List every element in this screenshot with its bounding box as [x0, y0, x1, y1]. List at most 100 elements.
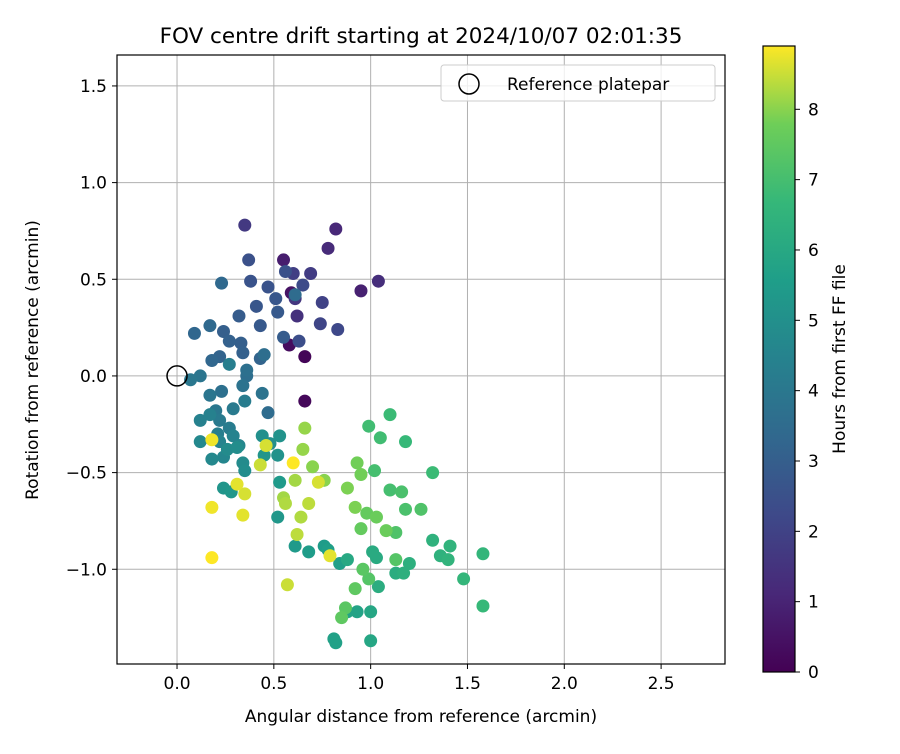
data-point: [364, 605, 378, 619]
data-point: [340, 481, 354, 495]
data-point: [348, 500, 362, 514]
data-point: [383, 408, 397, 422]
data-point: [350, 456, 364, 470]
data-point: [379, 524, 393, 538]
data-point: [236, 346, 250, 360]
data-point: [397, 566, 411, 580]
data-point: [205, 452, 219, 466]
data-point: [290, 527, 304, 541]
data-point: [278, 265, 292, 279]
data-point: [222, 334, 236, 348]
data-point: [222, 357, 236, 371]
data-point: [249, 299, 263, 313]
data-point: [304, 266, 318, 280]
data-point: [220, 442, 234, 456]
y-tick-label: 1.0: [80, 174, 107, 194]
data-point: [366, 545, 380, 559]
data-point: [230, 477, 244, 491]
data-point: [236, 508, 250, 522]
data-point: [354, 468, 368, 482]
data-point: [238, 218, 252, 232]
data-point: [238, 394, 252, 408]
data-point: [226, 429, 240, 443]
data-point: [371, 580, 385, 594]
data-point: [278, 497, 292, 511]
data-point: [350, 605, 364, 619]
legend-box: [440, 64, 716, 102]
x-tick-label: 2.0: [551, 674, 578, 694]
colorbar-tick-label: 7: [808, 171, 819, 191]
data-point: [215, 384, 229, 398]
data-point: [203, 388, 217, 402]
data-point: [298, 350, 312, 364]
data-point: [389, 526, 403, 540]
colorbar-tick-label: 6: [808, 241, 819, 261]
data-point: [321, 241, 335, 255]
data-point: [257, 348, 271, 362]
data-point: [213, 413, 227, 427]
legend-label-reference: Reference platepar: [507, 75, 669, 95]
data-point: [414, 502, 428, 516]
data-point: [288, 473, 302, 487]
y-tick-label: −1.0: [66, 560, 107, 580]
data-point: [354, 522, 368, 536]
colorbar-label: Hours from first FF file: [830, 264, 850, 454]
colorbar-tick-label: 2: [808, 522, 819, 542]
data-point: [457, 572, 471, 586]
data-point: [277, 330, 291, 344]
data-point: [389, 553, 403, 567]
x-tick-label: 0.5: [260, 674, 287, 694]
reference-platepar-marker: [166, 365, 188, 387]
data-point: [426, 466, 440, 480]
data-point: [261, 280, 275, 294]
data-point: [236, 379, 250, 393]
data-point: [203, 408, 217, 422]
y-axis-label: Rotation from reference (arcmin): [23, 220, 43, 500]
data-point: [203, 319, 217, 333]
x-tick-label: 2.5: [648, 674, 675, 694]
data-point: [298, 394, 312, 408]
data-point: [271, 510, 285, 524]
y-tick-label: 0.0: [80, 367, 107, 387]
data-point: [244, 274, 258, 288]
data-point: [290, 309, 304, 323]
data-point: [205, 551, 219, 565]
data-point: [187, 326, 201, 340]
plot-area-frame: [116, 54, 726, 665]
data-point: [273, 475, 287, 489]
data-point: [441, 553, 455, 567]
data-point: [371, 274, 385, 288]
y-tick-label: −0.5: [66, 464, 107, 484]
data-point: [476, 547, 490, 561]
x-tick-label: 1.0: [357, 674, 384, 694]
data-point: [302, 497, 316, 511]
x-tick-label: 1.5: [454, 674, 481, 694]
data-point: [288, 288, 302, 302]
chart-title: FOV centre drift starting at 2024/10/07 …: [160, 24, 683, 49]
data-point: [331, 323, 345, 337]
data-point: [329, 222, 343, 236]
data-point: [238, 487, 252, 501]
x-axis-ticks: 0.0 0.5 1.0 1.5 2.0 2.5: [164, 664, 675, 694]
data-point: [288, 539, 302, 553]
data-point: [315, 295, 329, 309]
x-axis-label: Angular distance from reference (arcmin): [245, 707, 597, 727]
data-point: [261, 406, 275, 420]
data-point: [296, 442, 310, 456]
data-point: [426, 533, 440, 547]
data-point: [399, 435, 413, 449]
data-point: [402, 556, 416, 570]
data-point: [232, 309, 246, 323]
colorbar-tick-label: 5: [808, 311, 819, 331]
data-point: [292, 334, 306, 348]
data-point: [277, 253, 291, 267]
data-point: [362, 419, 376, 433]
data-point: [294, 510, 308, 524]
data-point: [230, 440, 244, 454]
data-point: [205, 500, 219, 514]
data-point: [242, 253, 256, 267]
data-point: [323, 549, 337, 563]
data-point: [253, 319, 267, 333]
x-tick-label: 0.0: [164, 674, 191, 694]
